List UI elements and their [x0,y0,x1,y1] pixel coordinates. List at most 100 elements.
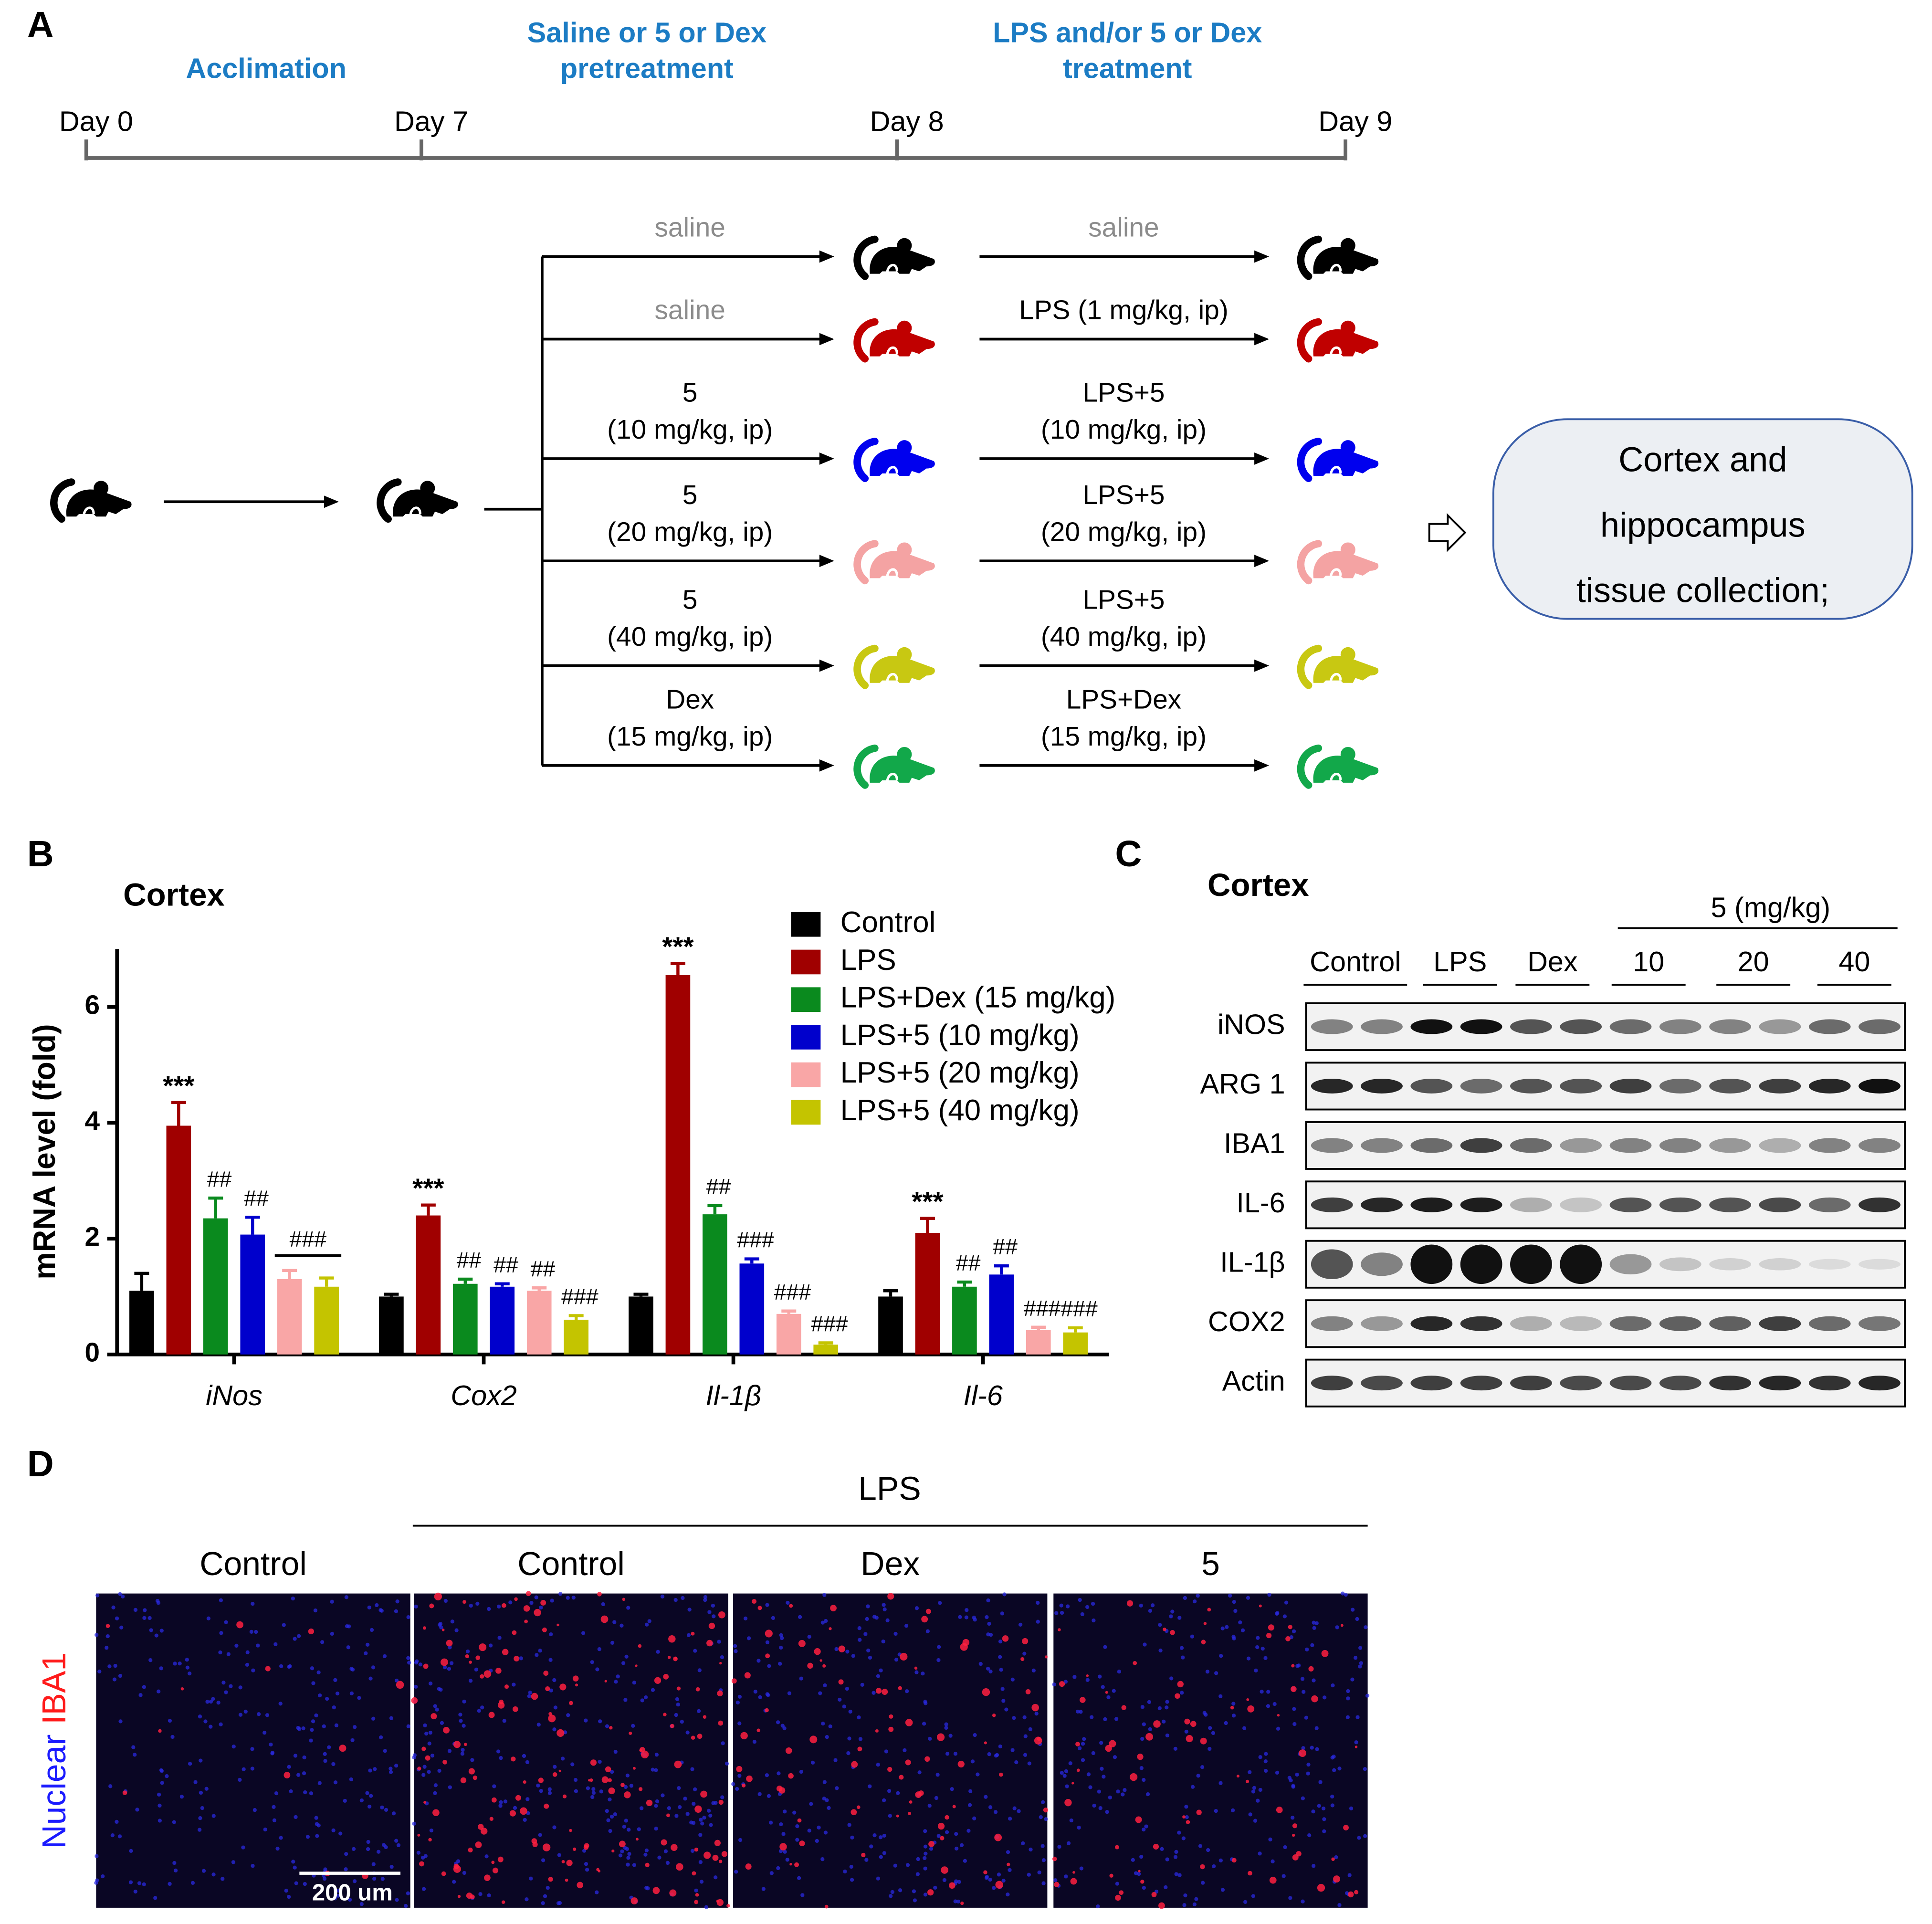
nucleus-dot [128,1880,133,1884]
nucleus-dot [680,1720,684,1724]
nucleus-dot [1010,1748,1015,1752]
error-bar [818,1341,833,1345]
nucleus-dot [893,1863,897,1868]
nucleus-dot [469,1603,473,1608]
nucleus-dot [113,1663,117,1668]
nucleus-dot [1183,1893,1187,1898]
arrow-head [819,250,834,263]
nucleus-dot [231,1745,236,1749]
arrow-head [819,659,834,672]
nucleus-dot [1332,1768,1336,1772]
iba1-dot [905,1719,913,1726]
iba1-dot [1076,1768,1080,1772]
nucleus-dot [1139,1603,1143,1608]
legend-swatch [791,1062,821,1087]
mouse-icon [1297,744,1379,789]
nucleus-dot [1263,1759,1268,1764]
nucleus-dot [1123,1788,1127,1792]
mouse-leg [1329,568,1342,578]
nucleus-dot [807,1829,811,1833]
iba1-dot [460,1777,467,1784]
nucleus-dot [1060,1610,1064,1615]
nucleus-dot [1330,1756,1334,1760]
nucleus-dot [423,1854,428,1858]
iba1-dot [1288,1625,1292,1630]
nucleus-dot [1263,1768,1268,1773]
iba1-dot [525,1591,531,1597]
nucleus-dot [94,1633,99,1637]
nucleus-dot [1256,1798,1260,1803]
nucleus-dot [584,1718,588,1723]
nucleus-dot [117,1834,122,1839]
iba1-dot [838,1645,845,1652]
nucleus-dot [720,1795,724,1799]
iba1-dot [1115,1894,1121,1901]
nucleus-dot [115,1616,119,1620]
iba1-dot [583,1845,588,1850]
nucleus-dot [1354,1740,1358,1745]
nucleus-dot [624,1654,629,1659]
nucleus-dot [1081,1758,1085,1762]
nucleus-dot [988,1805,993,1809]
nucleus-dot [430,1754,435,1758]
nucleus-dot [383,1749,387,1753]
nucleus-dot [703,1598,707,1602]
nucleus-dot [1252,1786,1257,1790]
nucleus-dot [367,1605,371,1609]
nucleus-dot [1196,1774,1200,1778]
iba1-dot [639,1787,643,1791]
nucleus-dot [656,1650,660,1654]
iba1-dot [425,1755,430,1761]
iba1-dot [992,1714,996,1717]
nucleus-dot [322,1724,326,1729]
nucleus-dot [372,1877,377,1881]
blot-band [1808,1376,1851,1391]
nucleus-dot [1079,1866,1083,1871]
nucleus-dot [1103,1645,1107,1649]
nucleus-dot [643,1852,648,1857]
legend-swatch [791,987,821,1012]
blot-row-label: IL-1β [1220,1246,1285,1278]
nucleus-dot [1248,1770,1252,1774]
nucleus-dot [651,1688,655,1692]
nucleus-dot [346,1624,351,1629]
iba1-dot [785,1747,792,1754]
iba1-dot [857,1746,862,1752]
nucleus-dot [1053,1878,1058,1882]
nucleus-dot [433,1791,437,1795]
iba1-dot [1070,1878,1077,1885]
nucleus-dot [110,1833,115,1838]
blot-band [1311,1197,1353,1212]
legend-swatch [791,1025,821,1050]
nucleus-dot [848,1709,852,1714]
nucleus-dot [1292,1722,1297,1726]
iba1-dot [982,1688,990,1696]
nucleus-dot [968,1789,973,1793]
nucleus-dot [644,1848,649,1853]
blot-band [1410,1078,1453,1093]
blot-band [1659,1376,1701,1391]
nucleus-dot [428,1731,432,1735]
iba1-dot [1031,1703,1039,1712]
nucleus-dot [618,1853,623,1858]
iba1-dot [468,1768,475,1775]
nucleus-dot [534,1595,538,1599]
nucleus-dot [1098,1674,1102,1679]
nucleus-dot [1000,1611,1005,1616]
nucleus-dot [1085,1678,1090,1682]
iba1-dot [589,1778,593,1782]
iba1-dot [569,1829,572,1832]
nucleus-dot [1214,1671,1218,1675]
nucleus-dot [1349,1806,1354,1811]
nucleus-dot [315,1822,319,1826]
imaging-column-label: 5 [1201,1545,1220,1582]
nucleus-dot [185,1665,190,1670]
nucleus-dot [1363,1834,1367,1838]
iba1-dot [480,1674,484,1679]
nucleus-dot [923,1866,927,1871]
nucleus-dot [245,1662,250,1667]
iba1-dot [1231,1858,1237,1863]
nucleus-dot [1091,1601,1095,1606]
nucleus-dot [655,1799,660,1804]
nucleus-dot [667,1806,672,1810]
